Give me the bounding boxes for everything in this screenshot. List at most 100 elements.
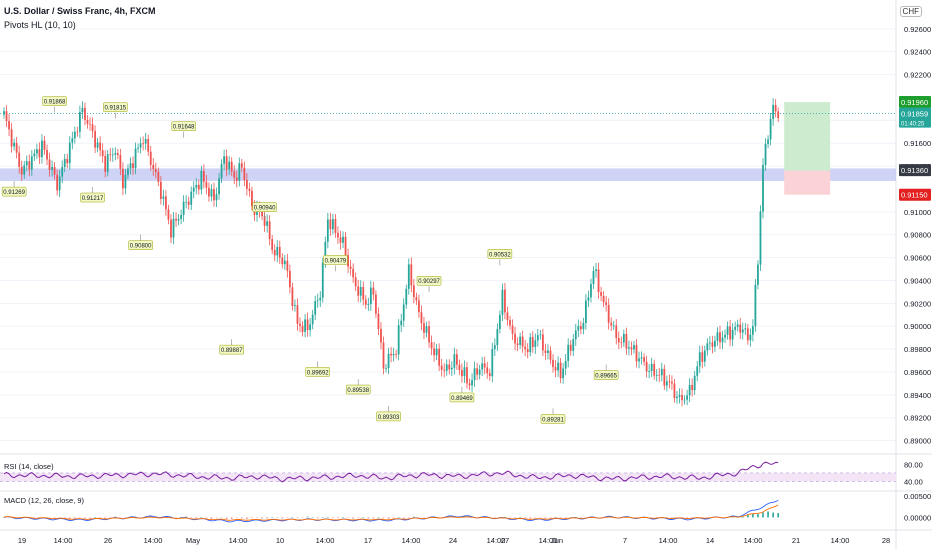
candle-body [559,362,562,379]
candle-body [673,383,676,399]
macd-histogram-bar [342,517,344,518]
candle-body [84,107,86,120]
macd-histogram-bar [79,517,81,518]
x-tick-label: 10 [276,536,284,545]
candle-body [213,189,215,201]
candle-body [296,305,299,324]
rsi-axis-label-40: 40.00 [904,477,923,486]
macd-histogram-bar [311,517,314,518]
candle-body [534,340,537,348]
candle-body [577,326,580,331]
macd-histogram-bar [84,517,86,519]
symbol-title[interactable]: U.S. Dollar / Swiss Franc, 4h, FXCM [4,6,156,16]
candle-body [347,255,349,267]
candle-body [686,395,688,400]
candle-body [319,297,322,301]
macd-histogram-bar [266,517,268,519]
candle-body [192,187,195,192]
candle-body [539,334,542,336]
macd-histogram-bar [544,517,547,519]
candle-body [147,139,150,152]
candle-body [663,368,666,386]
macd-histogram-bar [509,517,511,519]
candle-body [443,369,446,371]
candle-body [245,179,248,189]
pivot-label-box [593,370,619,380]
x-tick-label: 14:00 [229,536,248,545]
candle-body [749,334,752,341]
candle-body [615,325,618,339]
x-tick-label: 14:00 [316,536,335,545]
candle-body [46,150,48,160]
macd-histogram-bar [119,517,122,518]
candle-body [56,174,59,191]
indicator-label[interactable]: Pivots HL (10, 10) [4,20,76,30]
candle-body [597,269,600,293]
macd-histogram-bar [225,517,228,520]
candle-body [688,384,691,396]
candle-body [28,161,31,170]
candle-body [154,169,157,172]
candle-body [440,365,443,370]
macd-histogram-bar [499,517,501,518]
candle-body [159,181,162,199]
candle-body [314,301,317,315]
candle-body [567,344,570,361]
currency-badge[interactable]: CHF [899,6,922,17]
macd-histogram-bar [58,517,61,518]
y-tick-label: 0.90000 [904,322,931,331]
candle-body [504,289,506,313]
price-tag-target-bg [899,96,931,109]
x-tick-label: Jun [551,536,563,545]
candle-body [430,342,433,349]
candle-body [228,161,231,170]
x-tick-label: 26 [104,536,112,545]
rsi-label: RSI (14, close) [4,462,54,471]
candle-body [30,156,33,170]
candle-body [635,345,638,362]
candle-body [372,287,375,295]
y-tick-label: 0.89000 [904,437,931,446]
rsi-line [3,461,779,483]
macd-histogram-bar [767,511,769,518]
candle-body [754,284,757,327]
candle-body [552,359,554,368]
y-tick-label: 0.92600 [904,25,931,34]
candle-body [410,264,413,286]
candle-body [208,187,210,197]
macd-histogram-bar [347,517,349,518]
candle-body [281,257,284,265]
macd-histogram-bar [230,517,233,520]
macd-histogram-bar [99,517,101,518]
pivot-label-box [487,249,513,259]
candle-body [304,319,306,332]
candle-body [205,181,208,188]
candle-body [418,300,420,313]
y-tick-label: 0.89200 [904,414,931,423]
macd-axis-label-top: 0.00500 [904,492,931,501]
macd-histogram-bar [241,517,243,519]
candle-body [529,337,532,353]
candle-body [579,326,582,330]
candle-body [94,131,96,148]
candle-body [569,344,572,351]
macd-histogram-bar [418,517,420,518]
candle-body [714,340,716,347]
candle-body [294,305,296,307]
x-tick-label: 19 [18,536,26,545]
macd-histogram-bar [392,517,395,518]
candle-body [352,268,355,278]
candle-body [175,218,177,221]
pivot-label-11: 0.89303 [378,415,400,421]
macd-histogram-bar [423,517,425,519]
macd-histogram-bar [94,517,96,518]
macd-histogram-bar [564,517,567,519]
candle-body [693,375,696,391]
macd-histogram-bar [554,517,557,518]
pivot-label-15: 0.89281 [542,417,564,423]
macd-histogram-bar [337,517,339,519]
candle-body [777,111,780,119]
pivot-label-box [416,275,442,286]
candle-body [458,364,461,371]
